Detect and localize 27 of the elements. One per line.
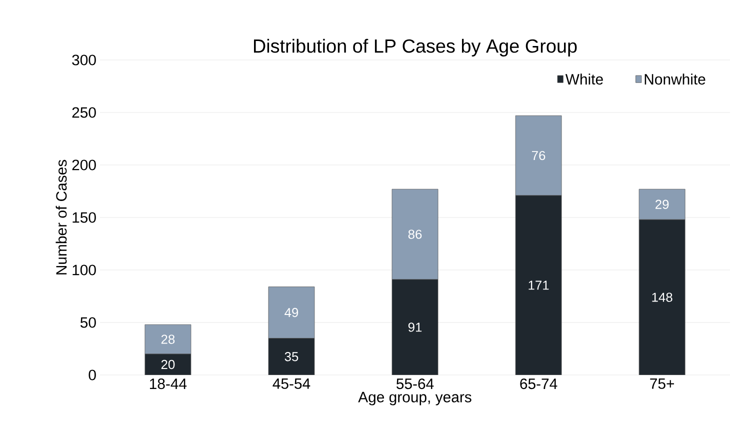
y-tick-label: 150 xyxy=(72,212,96,223)
y-tick-label: 250 xyxy=(72,107,96,118)
y-tick-label: 200 xyxy=(72,160,96,170)
data-label: 28 xyxy=(161,334,175,344)
legend-label: Nonwhite xyxy=(644,74,706,85)
y-tick-label: 50 xyxy=(80,317,96,328)
legend-label: White xyxy=(565,74,603,85)
x-tick-label: 55-64 xyxy=(396,378,434,390)
data-label: 86 xyxy=(408,230,422,239)
data-label: 148 xyxy=(652,292,672,302)
y-tick-label: 100 xyxy=(72,264,96,276)
y-tick-label: 0 xyxy=(88,370,96,380)
data-label: 29 xyxy=(656,200,669,209)
data-label: 76 xyxy=(532,150,546,160)
data-label: 20 xyxy=(161,360,175,370)
x-axis-title: Age group, years xyxy=(358,392,472,406)
data-label: 35 xyxy=(284,352,298,362)
x-tick-label: 75+ xyxy=(650,378,674,389)
x-tick-label: 65-74 xyxy=(520,378,558,390)
x-tick-label: 45-54 xyxy=(272,378,310,389)
data-label: 171 xyxy=(528,280,549,290)
y-tick-label: 300 xyxy=(72,54,96,66)
y-axis-title: Number of Cases xyxy=(56,160,67,274)
chart-title: Distribution of LP Cases by Age Group xyxy=(254,38,577,56)
data-label: 91 xyxy=(408,322,422,332)
data-label: 49 xyxy=(284,308,298,318)
x-tick-label: 18-44 xyxy=(150,378,187,390)
